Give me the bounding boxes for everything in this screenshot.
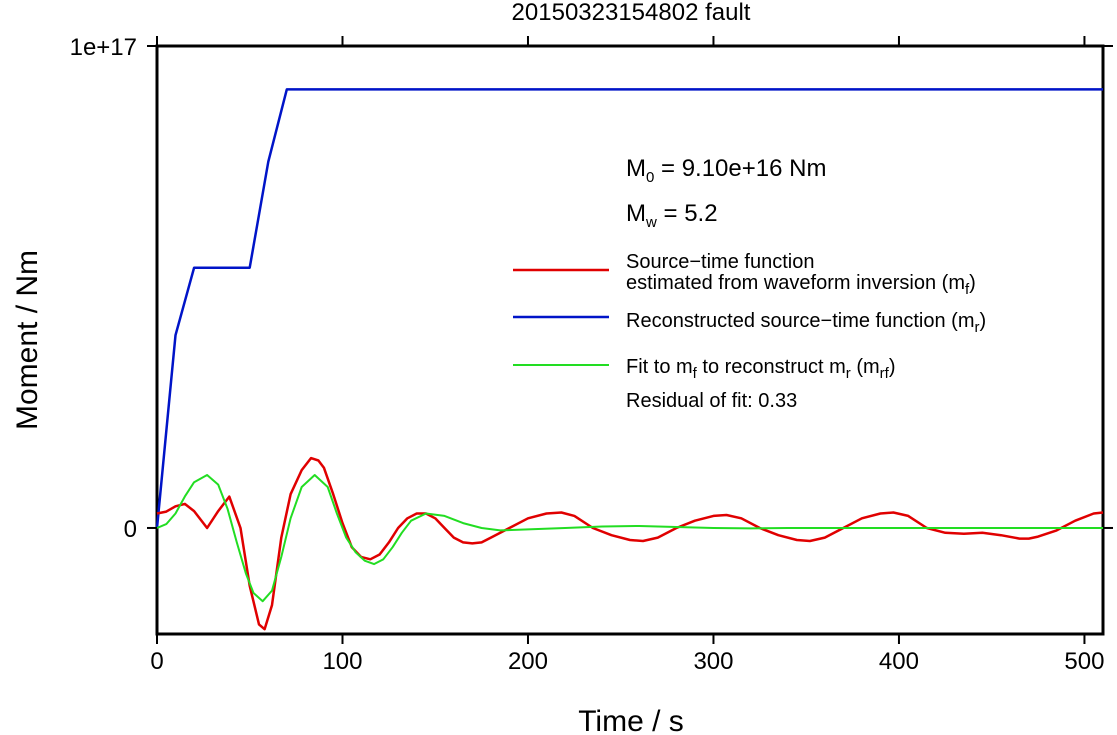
series-line-stf (156, 456, 1104, 631)
x-tick-label: 400 (879, 648, 919, 675)
plot-frame (155, 44, 1105, 636)
residual-annotation: Residual of fit: 0.33 (626, 390, 797, 412)
x-axis-title: Time / s (578, 705, 684, 735)
x-tick-label: 0 (150, 648, 163, 675)
tick-group: 0 100 200 300 400 500 0 1e+17 (70, 34, 1113, 675)
legend-label-fit: Fit to mf to reconstruct mr (mrf) (626, 356, 896, 382)
legend-label-stf-line1: Source−time function (626, 251, 814, 273)
x-tick-label: 200 (508, 648, 548, 675)
m0-annotation: M0 = 9.10e+16 Nm (626, 155, 826, 186)
legend-label-reconstructed: Reconstructed source−time function (mr) (626, 310, 986, 336)
x-tick-label: 500 (1064, 648, 1104, 675)
y-axis-title: Moment / Nm (11, 250, 44, 430)
x-tick-label: 300 (693, 648, 733, 675)
series-line-reconstructed (155, 88, 1103, 529)
legend-label-stf-line2: estimated from waveform inversion (mf) (626, 272, 976, 298)
y-tick-label: 0 (124, 516, 137, 543)
chart-title: 20150323154802 fault (512, 0, 751, 26)
series-line-fit (156, 474, 1103, 603)
x-tick-label: 100 (322, 648, 362, 675)
legend: Source−time function estimated from wave… (513, 251, 986, 412)
y-tick-label: 1e+17 (70, 34, 137, 61)
mw-annotation: Mw = 5.2 (626, 200, 718, 231)
series-group (155, 88, 1104, 631)
